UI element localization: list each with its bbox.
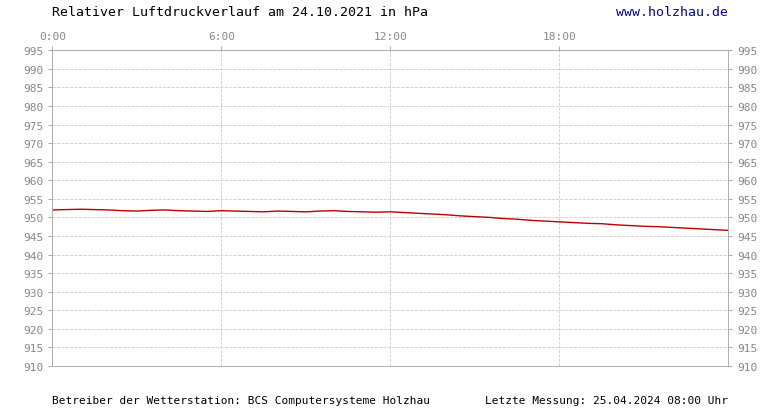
Text: Betreiber der Wetterstation: BCS Computersysteme Holzhau: Betreiber der Wetterstation: BCS Compute… (52, 395, 430, 405)
Text: Relativer Luftdruckverlauf am 24.10.2021 in hPa: Relativer Luftdruckverlauf am 24.10.2021… (52, 6, 428, 19)
Text: Letzte Messung: 25.04.2024 08:00 Uhr: Letzte Messung: 25.04.2024 08:00 Uhr (485, 395, 728, 405)
Text: www.holzhau.de: www.holzhau.de (617, 6, 728, 19)
